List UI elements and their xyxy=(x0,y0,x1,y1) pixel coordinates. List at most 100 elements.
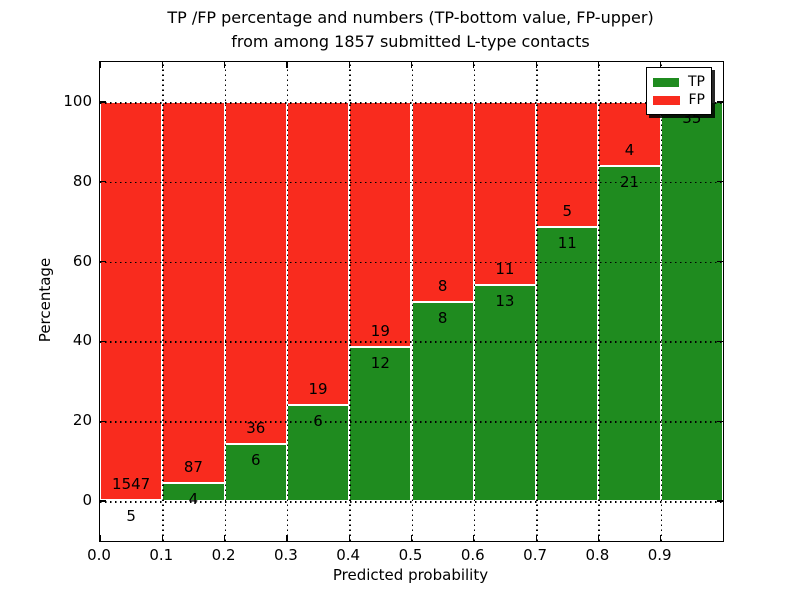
y-tick-mark xyxy=(717,261,723,263)
x-tick-mark xyxy=(99,535,101,541)
x-tick-mark xyxy=(161,535,163,541)
legend-item-fp: FP xyxy=(653,91,705,109)
fp-count-label: 19 xyxy=(308,380,328,399)
fp-bar-segment xyxy=(224,102,287,444)
vertical-gridline xyxy=(162,62,164,541)
fp-count-label: 5 xyxy=(562,201,573,220)
x-tick-mark xyxy=(473,535,475,541)
vertical-gridline xyxy=(598,62,600,541)
vertical-gridline xyxy=(349,62,351,541)
x-tick-label: 0.2 xyxy=(211,546,236,564)
fp-bar-segment xyxy=(349,102,412,347)
x-tick-label: 0.6 xyxy=(460,546,485,564)
fp-count-label: 4 xyxy=(624,140,635,159)
tp-bar-segment xyxy=(536,226,599,501)
y-tick-label: 80 xyxy=(72,171,92,190)
chart-title: TP /FP percentage and numbers (TP-bottom… xyxy=(99,6,722,54)
tp-count-label: 4 xyxy=(188,490,199,509)
y-tick-mark xyxy=(100,420,106,422)
x-tick-label: 0.4 xyxy=(336,546,361,564)
y-tick-mark xyxy=(717,101,723,103)
vertical-gridline xyxy=(224,62,227,541)
y-tick-mark xyxy=(717,420,723,422)
x-tick-mark xyxy=(597,535,600,541)
x-tick-mark xyxy=(660,62,662,68)
fp-count-label: 19 xyxy=(370,321,390,340)
tp-bar-segment xyxy=(660,102,723,501)
x-tick-mark xyxy=(597,62,600,68)
y-tick-label: 60 xyxy=(72,251,92,270)
x-tick-mark xyxy=(535,62,537,68)
vertical-gridline xyxy=(473,62,476,541)
tp-bar-segment xyxy=(598,165,661,501)
y-tick-mark xyxy=(717,500,723,502)
tp-legend-swatch xyxy=(653,77,679,87)
x-tick-mark xyxy=(224,62,226,68)
x-tick-mark xyxy=(99,62,101,68)
tp-bar-segment xyxy=(473,284,537,501)
x-tick-label: 0.9 xyxy=(647,546,672,564)
tp-bar-segment xyxy=(411,301,474,501)
tp-count-label: 6 xyxy=(250,451,261,469)
legend: TP FP xyxy=(646,67,712,115)
y-tick-mark xyxy=(100,181,106,183)
x-tick-mark xyxy=(348,62,350,68)
fp-count-label: 87 xyxy=(183,458,203,477)
y-tick-mark xyxy=(100,500,106,502)
chart-title-line1: TP /FP percentage and numbers (TP-bottom… xyxy=(167,8,654,27)
x-tick-label: 0.8 xyxy=(585,546,610,564)
x-tick-mark xyxy=(161,62,163,68)
x-tick-label: 0.5 xyxy=(398,546,423,564)
fp-count-label: 36 xyxy=(246,419,266,437)
fp-bar-segment xyxy=(100,102,163,500)
vertical-gridline xyxy=(411,62,413,541)
vertical-gridline xyxy=(660,62,663,541)
x-tick-label: 0.7 xyxy=(523,546,548,564)
y-tick-mark xyxy=(100,101,106,103)
vertical-gridline xyxy=(536,62,538,541)
tp-count-label: 21 xyxy=(620,172,640,191)
x-tick-mark xyxy=(410,535,413,541)
fp-legend-swatch xyxy=(653,95,680,105)
y-tick-mark xyxy=(717,181,723,183)
x-tick-label: 0.3 xyxy=(273,546,298,564)
tp-count-label: 11 xyxy=(557,233,577,252)
fp-legend-label: FP xyxy=(688,92,706,108)
fp-count-label: 8 xyxy=(437,276,448,295)
tp-count-label: 6 xyxy=(313,412,323,431)
x-tick-label: 0.0 xyxy=(87,546,111,564)
x-tick-mark xyxy=(535,535,537,541)
tp-count-label: 13 xyxy=(495,291,515,310)
fp-count-label: 11 xyxy=(495,259,515,278)
x-axis-label: Predicted probability xyxy=(332,566,489,584)
legend-item-tp: TP xyxy=(653,73,705,91)
x-tick-mark xyxy=(473,62,475,68)
y-tick-label: 100 xyxy=(63,92,92,110)
x-tick-mark xyxy=(286,535,288,541)
fp-bar-segment xyxy=(286,102,350,406)
fp-bar-segment xyxy=(162,102,225,484)
tp-legend-label: TP xyxy=(688,74,705,90)
x-tick-mark xyxy=(348,535,350,541)
fp-bar-segment xyxy=(411,102,474,302)
fp-bar-segment xyxy=(473,102,537,285)
y-tick-mark xyxy=(100,340,106,343)
fp-count-label: 1547 xyxy=(112,474,151,493)
y-tick-label: 20 xyxy=(72,411,92,430)
x-tick-mark xyxy=(224,535,226,541)
y-tick-label: 0 xyxy=(82,491,92,509)
x-tick-mark xyxy=(410,62,413,68)
x-tick-mark xyxy=(286,62,288,68)
vertical-gridline xyxy=(286,62,289,541)
y-axis-label: Percentage xyxy=(36,257,54,343)
plot-area: 1547 5 87 4 36 6 19 6 19 12 8 8 11 13 5 11 4 21 35 xyxy=(99,61,724,542)
tp-count-label: 12 xyxy=(370,353,390,372)
y-tick-mark xyxy=(100,261,106,263)
chart-title-line2: from among 1857 submitted L-type contact… xyxy=(231,32,590,51)
tp-count-label: 8 xyxy=(437,308,448,327)
y-tick-label: 40 xyxy=(72,331,92,350)
tp-count-label: 5 xyxy=(126,506,136,525)
x-tick-mark xyxy=(660,535,662,541)
tp-bar-segment xyxy=(224,444,287,501)
